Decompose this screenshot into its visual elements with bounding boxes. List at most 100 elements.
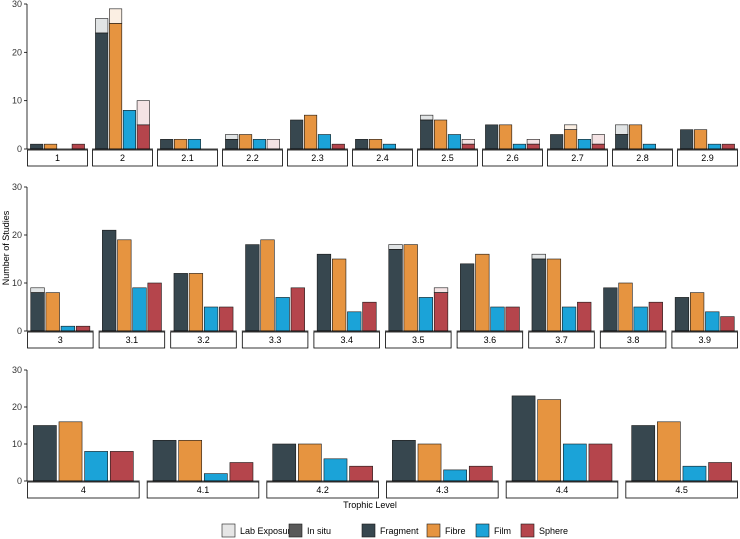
- facet-label: 3.5: [412, 335, 425, 345]
- bar-sphere-in-situ: [468, 465, 493, 482]
- bar-fragment-in-situ: [388, 249, 403, 332]
- y-tick-label: 10: [12, 439, 22, 449]
- legend-label: Sphere: [539, 526, 568, 536]
- bar-film-in-situ: [122, 110, 136, 150]
- legend-label: Lab Exposure: [240, 526, 296, 536]
- bar-fibre-in-situ: [188, 273, 204, 332]
- bar-sphere-in-situ: [526, 143, 540, 150]
- bar-sphere-in-situ: [349, 465, 373, 482]
- facet-label: 3.2: [197, 335, 210, 345]
- facet-label: 3.6: [484, 335, 497, 345]
- facet-strip: [222, 149, 283, 167]
- bar-film-in-situ: [447, 134, 461, 150]
- bar-fibre-in-situ: [239, 134, 253, 150]
- facet-strip: [170, 331, 237, 349]
- bar-film-in-situ: [577, 139, 591, 150]
- legend-item-sphere: Sphere: [520, 523, 568, 538]
- y-tick-label: 30: [12, 0, 22, 9]
- bar-fragment-in-situ: [511, 395, 536, 482]
- y-axis-title: Number of Studies: [1, 210, 11, 285]
- facet-label: 4.2: [316, 485, 329, 495]
- bar-fibre-in-situ: [260, 239, 275, 332]
- bar-fragment-lab-exposure: [30, 287, 45, 293]
- legend-swatch: [475, 523, 490, 538]
- panel-2: 2: [92, 8, 153, 167]
- bar-film-in-situ: [562, 443, 587, 482]
- bar-fibre-in-situ: [109, 23, 123, 150]
- bar-film-in-situ: [275, 297, 290, 332]
- legend-label: Fibre: [445, 526, 466, 536]
- panel-3.7: 3.7: [528, 253, 595, 349]
- panel-3.4: 3.4: [313, 253, 380, 349]
- facet-label: 2.5: [441, 153, 454, 163]
- facet-strip: [98, 331, 166, 349]
- facet-label: 4: [81, 485, 86, 495]
- facet-label: 4.5: [675, 485, 688, 495]
- bar-fragment-in-situ: [316, 253, 332, 332]
- facet-label: 1: [55, 153, 60, 163]
- facet-strip: [385, 331, 452, 349]
- bar-fragment-in-situ: [30, 143, 44, 150]
- legend-swatch: [426, 523, 441, 538]
- bar-fragment-in-situ: [603, 287, 618, 332]
- panel-2.4: 2.4: [352, 139, 413, 167]
- facet-label: 2: [120, 153, 125, 163]
- facet-label: 2.9: [701, 153, 714, 163]
- bar-fragment-in-situ: [152, 439, 177, 482]
- bar-fragment-in-situ: [95, 32, 109, 150]
- facet-strip: [625, 481, 738, 499]
- bar-fibre-in-situ: [117, 239, 132, 332]
- bar-fragment-in-situ: [550, 134, 564, 150]
- bar-fibre-in-situ: [475, 253, 490, 332]
- bar-film-in-situ: [84, 451, 108, 482]
- bar-fragment-in-situ: [33, 425, 57, 482]
- panel-3: 3: [27, 287, 94, 349]
- bar-sphere-in-situ: [71, 143, 85, 150]
- legend-label: Film: [494, 526, 511, 536]
- panel-2.5: 2.5: [417, 114, 478, 167]
- bar-fibre-in-situ: [44, 143, 58, 150]
- bar-film-in-situ: [705, 311, 720, 332]
- bar-fragment-in-situ: [680, 129, 694, 150]
- bar-sphere-in-situ: [505, 306, 520, 332]
- bar-fragment-lab-exposure: [95, 18, 109, 34]
- facet-label: 3.4: [340, 335, 353, 345]
- facet-strip: [386, 481, 499, 499]
- bar-film-in-situ: [323, 458, 348, 482]
- bar-film-in-situ: [347, 311, 362, 332]
- bar-sphere-in-situ: [290, 287, 305, 332]
- facet-strip: [547, 149, 608, 167]
- legend-swatch: [361, 523, 376, 538]
- panel-4.5: 4.5: [625, 421, 738, 499]
- bar-sphere-in-situ: [591, 143, 605, 150]
- facet-strip: [313, 331, 380, 349]
- panel-2.6: 2.6: [482, 124, 543, 167]
- legend-item-lab-exposure: Lab Exposure: [221, 523, 296, 538]
- bar-sphere-lab-exposure: [266, 139, 280, 150]
- bar-fibre-in-situ: [178, 439, 203, 482]
- y-tick-label: 20: [12, 230, 22, 240]
- bar-sphere-in-situ: [648, 301, 663, 332]
- panel-2.2: 2.2: [222, 134, 283, 167]
- bar-fibre-in-situ: [657, 421, 681, 482]
- facet-strip: [266, 481, 379, 499]
- panel-2.8: 2.8: [612, 124, 673, 167]
- x-axis-title: Trophic Level: [343, 500, 397, 510]
- facet-strip: [671, 331, 738, 349]
- bar-fibre-in-situ: [690, 292, 705, 332]
- bar-fibre-lab-exposure: [564, 124, 578, 130]
- legend: Lab Exposure In situ Fragment Fibre Film Sphe…: [221, 523, 568, 538]
- facet-label: 3.7: [555, 335, 568, 345]
- bar-fragment-in-situ: [460, 263, 475, 332]
- bar-fragment-in-situ: [245, 244, 260, 332]
- facet-strip: [27, 149, 88, 167]
- bar-fibre-in-situ: [499, 124, 513, 150]
- facet-strip: [157, 149, 218, 167]
- bar-fragment-in-situ: [102, 229, 117, 332]
- bar-sphere-in-situ: [577, 301, 592, 332]
- bar-sphere-in-situ: [720, 316, 735, 332]
- bar-fibre-in-situ: [629, 124, 643, 150]
- bar-film-in-situ: [490, 306, 505, 332]
